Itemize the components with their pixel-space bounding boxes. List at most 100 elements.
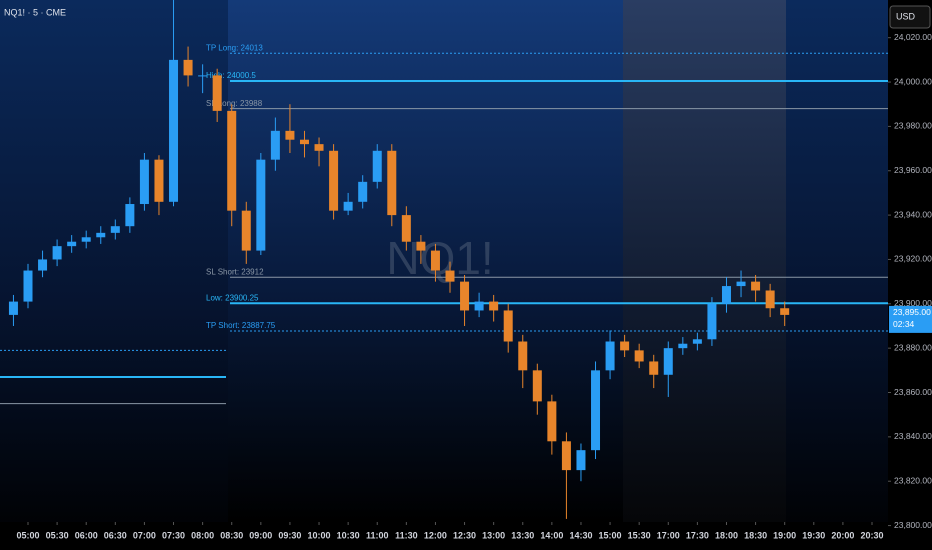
x-tick-label: 12:00: [424, 530, 447, 540]
x-tick-label: 05:00: [16, 530, 39, 540]
candle-body: [678, 343, 688, 349]
candle-body: [634, 350, 644, 362]
x-tick-label: 07:00: [133, 530, 156, 540]
candle-body: [576, 450, 586, 471]
currency: USD: [896, 11, 916, 21]
x-tick-label: 08:30: [220, 530, 243, 540]
x-tick-label: 19:00: [773, 530, 796, 540]
x-tick-label: 08:00: [191, 530, 214, 540]
candle-body: [663, 348, 673, 375]
x-tick-label: 13:00: [482, 530, 505, 540]
candle-body: [67, 241, 77, 247]
candle-body: [198, 75, 208, 77]
candle-body: [649, 361, 659, 375]
candle-body: [605, 341, 615, 371]
candle-body: [547, 401, 557, 442]
candle-body: [372, 150, 382, 182]
candle-body: [96, 232, 106, 238]
candle-body: [387, 150, 397, 216]
level-label: SL Short: 23912: [206, 267, 264, 276]
candle-body: [765, 290, 775, 309]
candle-body: [620, 341, 630, 351]
x-tick-label: 10:30: [337, 530, 360, 540]
y-tick-label: 23,840.00: [894, 431, 932, 441]
candle-body: [23, 270, 33, 302]
candle-body: [489, 301, 499, 311]
y-tick-label: 23,880.00: [894, 342, 932, 352]
candle-body: [343, 201, 353, 211]
candle-body: [503, 310, 513, 342]
x-tick-label: 13:30: [511, 530, 534, 540]
candle-body: [561, 441, 571, 471]
candle-body: [139, 159, 149, 205]
candle-body: [474, 301, 484, 311]
time-axis-bg: [0, 522, 888, 550]
x-tick-label: 05:30: [46, 530, 69, 540]
x-tick-label: 07:30: [162, 530, 185, 540]
y-tick-label: 23,980.00: [894, 121, 932, 131]
y-tick-label: 24,020.00: [894, 32, 932, 42]
candle-body: [707, 303, 717, 340]
x-tick-label: 09:00: [249, 530, 272, 540]
x-tick-label: 14:00: [540, 530, 563, 540]
x-tick-label: 14:30: [569, 530, 592, 540]
candle-body: [736, 281, 746, 287]
candle-body: [241, 210, 251, 251]
currency-box[interactable]: [889, 5, 931, 29]
x-tick-label: 17:30: [686, 530, 709, 540]
candle-body: [591, 370, 601, 451]
x-tick-label: 15:30: [628, 530, 651, 540]
candle-body: [314, 144, 324, 151]
x-tick-label: 15:00: [599, 530, 622, 540]
level-label: TP Short: 23887.75: [206, 321, 276, 330]
y-tick-label: 23,940.00: [894, 209, 932, 219]
candle-body: [329, 150, 339, 211]
last-price-box: [889, 305, 932, 333]
x-tick-label: 06:00: [75, 530, 98, 540]
price-axis-bg: [888, 0, 932, 550]
y-tick-label: 23,900.00: [894, 298, 932, 308]
candle-body: [81, 237, 91, 242]
candle-body: [285, 130, 295, 140]
x-tick-label: 17:00: [657, 530, 680, 540]
y-tick-label: 23,820.00: [894, 475, 932, 485]
candle-body: [518, 341, 528, 371]
candle-body: [125, 204, 135, 227]
x-tick-label: 18:00: [715, 530, 738, 540]
candle-body: [445, 270, 455, 282]
candle-body: [780, 308, 790, 315]
candle-body: [169, 59, 179, 202]
candle-body: [401, 215, 411, 242]
level-label: TP Long: 24013: [206, 43, 263, 52]
symbol-title: NQ1! · 5 · CME: [4, 7, 66, 17]
x-tick-label: 10:00: [308, 530, 331, 540]
x-tick-label: 20:00: [831, 530, 854, 540]
candle-body: [721, 286, 731, 304]
candle-body: [416, 241, 426, 251]
level-label: High: 24000.5: [206, 71, 256, 80]
candle-body: [154, 159, 164, 202]
candle-body: [227, 110, 237, 211]
x-tick-label: 09:30: [278, 530, 301, 540]
last-price-label: 23,895.00: [893, 307, 931, 317]
candle-body: [38, 259, 48, 271]
y-tick-label: 23,920.00: [894, 254, 932, 264]
level-label: SL Long: 23988: [206, 99, 263, 108]
countdown: 02:34: [893, 319, 915, 329]
x-tick-label: 20:30: [860, 530, 883, 540]
candle-body: [110, 226, 120, 233]
candle-body: [270, 130, 280, 160]
candle-body: [52, 246, 62, 260]
candle-body: [358, 181, 368, 202]
candle-body: [212, 75, 222, 111]
candle-body: [460, 281, 470, 311]
x-tick-label: 11:00: [366, 530, 389, 540]
level-label: Low: 23900.25: [206, 293, 259, 302]
session-band: [228, 0, 623, 522]
candle-body: [430, 250, 440, 271]
y-tick-label: 23,960.00: [894, 165, 932, 175]
y-tick-label: 23,800.00: [894, 520, 932, 530]
session-band: [623, 0, 786, 522]
candle-body: [183, 59, 193, 76]
